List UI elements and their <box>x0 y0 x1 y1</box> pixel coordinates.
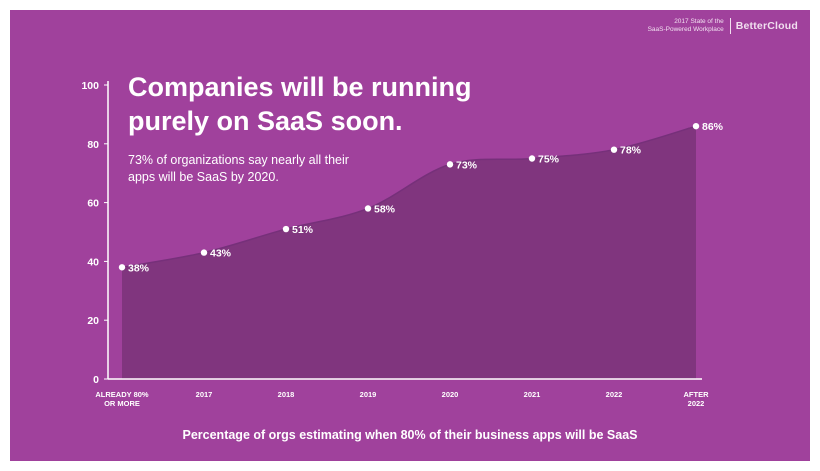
chart-subtitle: 73% of organizations say nearly all thei… <box>128 152 388 186</box>
y-tick-label: 40 <box>87 256 99 268</box>
data-label: 78% <box>620 145 642 157</box>
x-tick-label: 2017 <box>196 390 213 399</box>
x-tick-label: 2019 <box>360 390 377 399</box>
brand-subtitle: 2017 State of the SaaS-Powered Workplace <box>648 18 724 34</box>
brand-logo: BetterCloud <box>735 20 798 32</box>
data-label: 75% <box>538 154 560 166</box>
y-tick-label: 20 <box>87 315 99 327</box>
brand-divider <box>729 18 731 34</box>
data-point <box>446 161 454 168</box>
data-label: 43% <box>210 248 232 260</box>
x-tick-label: 2021 <box>524 390 541 399</box>
data-point <box>282 225 290 233</box>
x-tick-label: ALREADY 80% OR MORE <box>95 390 149 408</box>
x-tick-label: 2020 <box>442 390 459 399</box>
x-tick-label: 2018 <box>278 390 295 399</box>
y-tick-label: 0 <box>93 374 99 386</box>
area-fill <box>122 126 696 379</box>
data-point <box>200 249 208 256</box>
data-point <box>692 122 700 130</box>
brand-block: 2017 State of the SaaS-Powered Workplace… <box>648 18 798 34</box>
x-tick-label: AFTER 2022 <box>684 390 710 408</box>
brand-subtitle-line2: SaaS-Powered Workplace <box>647 26 724 33</box>
y-tick-label: 60 <box>87 198 99 210</box>
data-label: 38% <box>128 262 150 274</box>
data-label: 86% <box>702 121 724 133</box>
data-label: 58% <box>374 203 396 215</box>
chart-subtitle-line2: apps will be SaaS by 2020. <box>128 170 279 184</box>
x-axis-caption: Percentage of orgs estimating when 80% o… <box>182 428 638 442</box>
data-point <box>364 205 372 212</box>
chart-title-line2: purely on SaaS soon. <box>128 106 403 136</box>
data-point <box>118 264 126 271</box>
data-point <box>528 155 536 162</box>
data-point <box>610 146 618 153</box>
brand-subtitle-line1: 2017 State of the <box>674 18 724 25</box>
y-tick-label: 100 <box>81 80 99 92</box>
chart-title: Companies will be running purely on SaaS… <box>128 70 528 138</box>
area-chart: 0 20 40 60 80 100 ALREADY 80% OR MORE 2017 2018 20… <box>81 80 724 408</box>
chart-title-line1: Companies will be running <box>128 72 472 102</box>
infographic-card: 2017 State of the SaaS-Powered Workplace… <box>10 10 810 461</box>
x-tick-label: 2022 <box>606 390 623 399</box>
series-line <box>121 125 697 269</box>
chart-subtitle-line1: 73% of organizations say nearly all thei… <box>128 153 349 167</box>
data-label: 73% <box>456 159 478 171</box>
data-label: 51% <box>292 224 314 236</box>
y-tick-label: 80 <box>87 139 99 151</box>
